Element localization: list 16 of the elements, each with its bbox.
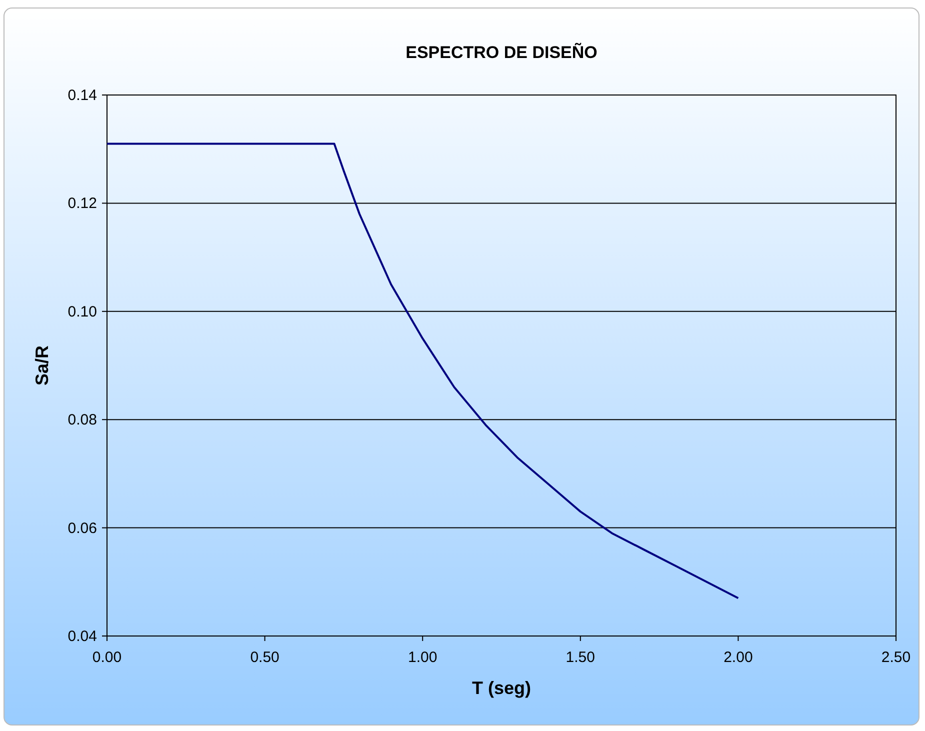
y-tick-label: 0.04 [68,628,97,645]
y-tick-label: 0.10 [68,303,97,320]
line-series [106,142,740,600]
x-axis-title: T (seg) [472,678,532,698]
y-axis-title: Sa/R [32,345,52,386]
x-tick-label: 1.00 [408,649,438,666]
y-tick-label: 0.08 [68,412,97,429]
x-tick-label: 0.00 [92,649,122,666]
x-tick-label: 2.50 [881,649,911,666]
x-tick-label: 0.50 [250,649,280,666]
y-tick-label: 0.14 [68,87,97,104]
y-tick-label: 0.12 [68,195,97,212]
y-tick-label: 0.06 [68,520,97,537]
chart-title: ESPECTRO DE DISEÑO [406,42,598,62]
x-tick-label: 2.00 [724,649,753,666]
x-tick-label: 1.50 [566,649,595,666]
